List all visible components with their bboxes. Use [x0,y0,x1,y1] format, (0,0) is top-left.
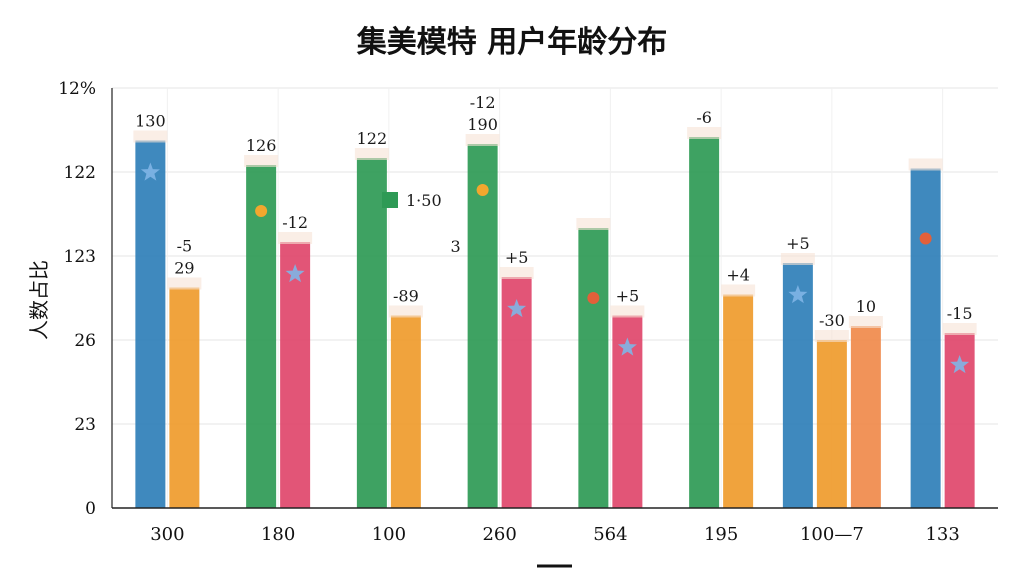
data-label: 126 [246,136,277,155]
bar [501,277,532,508]
bar-tip [167,277,202,290]
data-label: -12 [282,213,308,232]
data-label: -89 [393,287,419,306]
bar [246,165,277,508]
bar-tip [388,305,423,318]
data-label: +5 [505,248,529,267]
bar-tip [465,134,500,146]
bar-tip [278,232,313,244]
data-label: 3 [451,237,461,256]
legend-swatch [382,192,398,208]
bar [280,242,311,508]
x-tick-label: 260 [482,524,516,545]
star-marker [140,162,160,181]
y-tick-label: 123 [64,247,96,267]
star-marker [617,337,637,356]
bars-layer: 130 29 -5 126 -12 122 -89 190 -12 3 +5 +5 -6 +4 +5 -30 1… [133,93,977,508]
bar [723,294,754,508]
bar [169,287,200,508]
star-marker [950,355,970,374]
bar-tip [814,330,849,342]
bar [467,144,498,508]
star-marker [285,264,305,283]
bar [850,326,881,508]
bar [910,168,941,508]
data-label: -30 [819,311,845,330]
bar-tip [244,155,279,167]
bar [782,263,813,508]
chart-title: 集美模特 用户年龄分布 [356,25,667,60]
x-tick-label: 100 [372,524,406,545]
bar-tip [687,127,722,139]
legend: 1·50 [382,191,442,210]
star-marker [788,285,808,304]
star-marker [507,299,527,318]
x-tick-label: 100—7 [800,524,864,545]
x-tick-label: 180 [261,524,295,545]
bar-tip [499,267,534,279]
data-label: -12 [470,93,496,112]
x-tick-label: 195 [704,524,738,545]
bar-tip [576,218,611,230]
bar [578,228,609,508]
dot-marker [255,205,268,217]
data-label: +5 [616,287,640,306]
bar-tip [354,148,389,160]
x-tick-label: 133 [925,524,959,545]
data-label: 10 [856,297,876,316]
data-label: 122 [357,129,388,148]
bar-tip [908,158,943,171]
bar [390,315,421,508]
x-tick-label: 564 [593,524,627,545]
data-label: -6 [696,108,712,127]
tick-labels: 12% 122 123 26 23 0 300 180 100 260 564 195 100—7 133 [58,79,960,545]
y-tick-label: 26 [74,331,96,351]
bar-tip [721,284,756,297]
y-tick-label: 122 [64,163,96,183]
data-label: 190 [467,115,498,134]
bar-tip [610,305,645,318]
bar-tip [848,316,883,328]
bar [135,140,166,508]
data-label: 29 [174,259,194,278]
dot-marker [476,184,489,196]
bar [816,340,847,508]
data-label: -15 [947,304,973,323]
data-label: 130 [135,112,166,131]
dot-marker [919,232,932,245]
bar [356,158,387,508]
data-label: +4 [726,266,750,285]
y-axis-label: 人数占比 [27,260,51,340]
data-label: +5 [786,234,810,253]
y-tick-label: 12% [58,79,96,99]
y-tick-label: 0 [85,499,96,519]
bar-tip [780,253,815,265]
data-label: -5 [177,237,193,256]
legend-label: 1·50 [406,191,442,210]
dot-marker [587,292,600,304]
y-tick-label: 23 [74,415,96,435]
x-tick-label: 300 [150,524,184,545]
bar-tip [133,130,168,143]
bar [689,137,720,508]
bar-tip [942,323,977,335]
